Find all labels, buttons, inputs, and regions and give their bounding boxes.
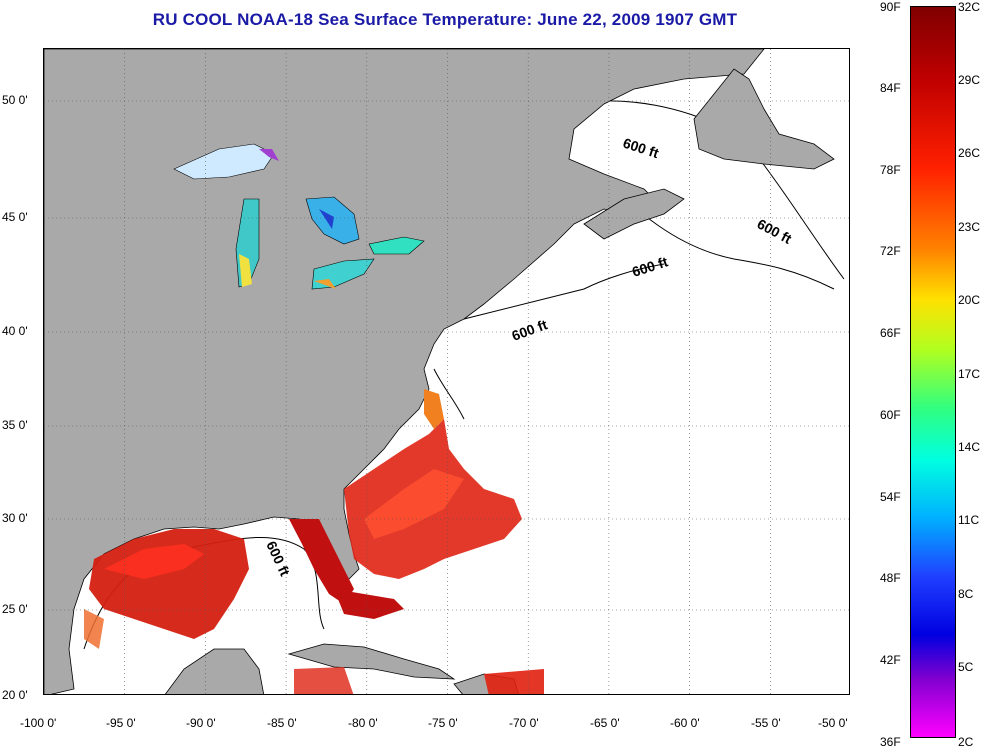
lon-tick-70: -70 0': [509, 716, 539, 730]
cb-f-60: 60F: [880, 408, 901, 422]
cb-f-84: 84F: [880, 81, 901, 95]
lon-tick-85: -85 0': [267, 716, 297, 730]
lon-tick-50: -50 0': [818, 716, 848, 730]
lon-tick-95: -95 0': [106, 716, 136, 730]
cb-c-29: 29C: [958, 73, 981, 87]
sst-warm-patches: [84, 389, 544, 694]
sst-map-canvas: 600 ft 600 ft 600 ft 600 ft 600 ft: [44, 49, 849, 694]
sst-map[interactable]: 600 ft 600 ft 600 ft 600 ft 600 ft: [43, 48, 850, 695]
cb-f-66: 66F: [880, 326, 901, 340]
lon-tick-100: -100 0': [20, 716, 56, 730]
cb-c-20: 20C: [958, 293, 981, 307]
shelf-contour-midatlantic: [433, 368, 465, 420]
cb-c-5: 5C: [958, 660, 974, 674]
cb-c-8: 8C: [958, 587, 974, 601]
temperature-colorbar: [910, 6, 956, 738]
cb-f-78: 78F: [880, 163, 901, 177]
lat-tick-40: 40 0': [2, 324, 28, 338]
newfoundland-land: [693, 68, 835, 170]
lon-tick-65: -65 0': [590, 716, 620, 730]
shelf-contour-gulfmaine: [463, 263, 665, 320]
lat-tick-25: 25 0': [2, 602, 28, 616]
lat-tick-50: 50 0': [2, 93, 28, 107]
nova-scotia-land: [583, 188, 685, 240]
lon-tick-55: -55 0': [751, 716, 781, 730]
lon-tick-60: -60 0': [670, 716, 700, 730]
cb-c-2: 2C: [958, 735, 974, 749]
cuba-land: [287, 643, 456, 680]
lon-tick-75: -75 0': [428, 716, 458, 730]
cb-c-11: 11C: [958, 513, 980, 527]
cb-c-23: 23C: [958, 220, 981, 234]
cb-f-90: 90F: [880, 0, 901, 14]
latitude-gridlines: [44, 100, 849, 611]
cb-f-72: 72F: [880, 244, 901, 258]
lat-tick-30: 30 0': [2, 511, 28, 525]
cb-c-17: 17C: [958, 367, 981, 381]
cb-f-48: 48F: [880, 571, 901, 585]
cb-f-36: 36F: [880, 735, 901, 749]
yucatan-land: [164, 648, 265, 694]
cb-c-14: 14C: [958, 440, 981, 454]
map-title: RU COOL NOAA-18 Sea Surface Temperature:…: [152, 10, 738, 29]
north-america-land: [44, 49, 765, 694]
great-lakes: [173, 143, 425, 290]
lat-tick-35: 35 0': [2, 418, 28, 432]
cb-c-32: 32C: [958, 0, 981, 14]
lat-tick-20: 20 0': [2, 688, 28, 702]
cb-f-54: 54F: [880, 490, 901, 504]
cb-c-26: 26C: [958, 146, 981, 160]
lat-tick-45: 45 0': [2, 210, 28, 224]
cb-f-42: 42F: [880, 653, 901, 667]
lon-tick-80: -80 0': [348, 716, 378, 730]
lon-tick-90: -90 0': [186, 716, 216, 730]
